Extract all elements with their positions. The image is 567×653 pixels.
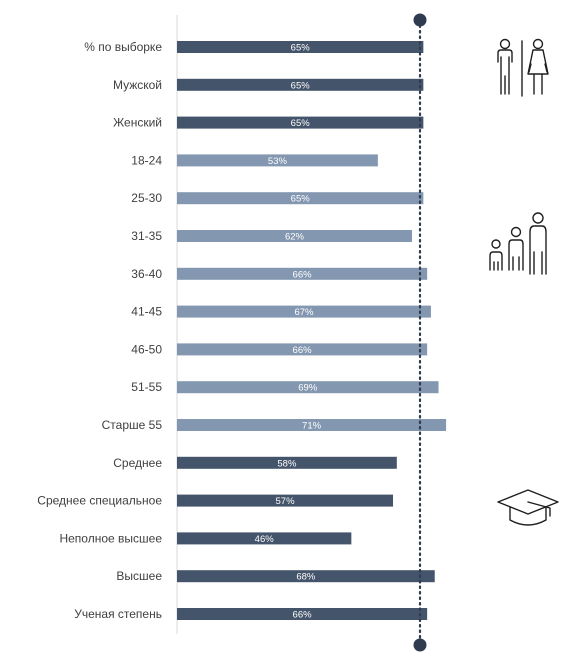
graduation-cap-icon [497,489,559,526]
bar [177,154,378,167]
bar [177,381,439,394]
category-label: Женский [113,116,162,130]
bar [177,305,431,318]
bar [177,532,352,545]
bar-value-label: 66% [293,610,313,621]
bar [177,230,412,242]
bar-value-label: 66% [293,269,313,280]
bar-value-label: 65% [291,194,311,205]
category-label: Ученая степень [74,607,162,621]
bar-value-label: 65% [291,118,311,129]
bar [177,78,424,91]
category-label: 31-35 [131,229,162,243]
bar-value-label: 65% [291,43,311,54]
bar-value-label: 57% [276,496,296,507]
bar-value-label: 62% [285,232,305,243]
bar-value-label: 65% [291,80,311,91]
bar [177,267,428,280]
male-female-icon [497,38,549,97]
category-label: Старше 55 [102,418,163,432]
family-age-icon [489,212,547,275]
category-labels: % по выборке Мужской Женский 18-24 25-30 31-3… [37,40,162,621]
category-label: 41-45 [131,305,162,319]
category-label: Мужской [113,78,162,92]
category-label: % по выборке [84,40,162,54]
bar [177,116,424,129]
bar-value-label: 66% [293,345,313,356]
category-label: Среднее специальное [37,494,162,508]
bar-value-label: 69% [298,383,318,394]
bar-value-label: 68% [296,572,316,583]
bar-value-label: 46% [255,534,275,545]
reference-line [413,13,427,652]
reference-line-bottom-dot [413,638,427,652]
bar-value-label: 53% [268,156,288,167]
category-label: Среднее [113,456,162,470]
bar [177,41,424,53]
category-label: 51-55 [131,380,162,394]
bar [177,456,397,469]
bar-value-label: 67% [294,307,314,318]
bar [177,343,428,356]
category-label: Высшее [116,569,162,583]
bar [177,494,394,507]
category-label: 18-24 [131,153,162,167]
bar [177,570,435,583]
category-label: 25-30 [131,191,162,205]
reference-line-top-dot [413,13,427,27]
category-label: 36-40 [131,267,162,281]
category-label: 46-50 [131,342,162,356]
bar [177,192,424,205]
bar-value-label: 71% [302,421,322,432]
category-label: Неполное высшее [59,531,162,545]
bar-value-label: 58% [277,458,297,469]
bar [177,419,447,431]
bars: 65% 65% 65% 53% 65% 62% 66% 67% 66% 69% 71% 58% 57% 4… [177,41,447,621]
bar [177,608,428,620]
